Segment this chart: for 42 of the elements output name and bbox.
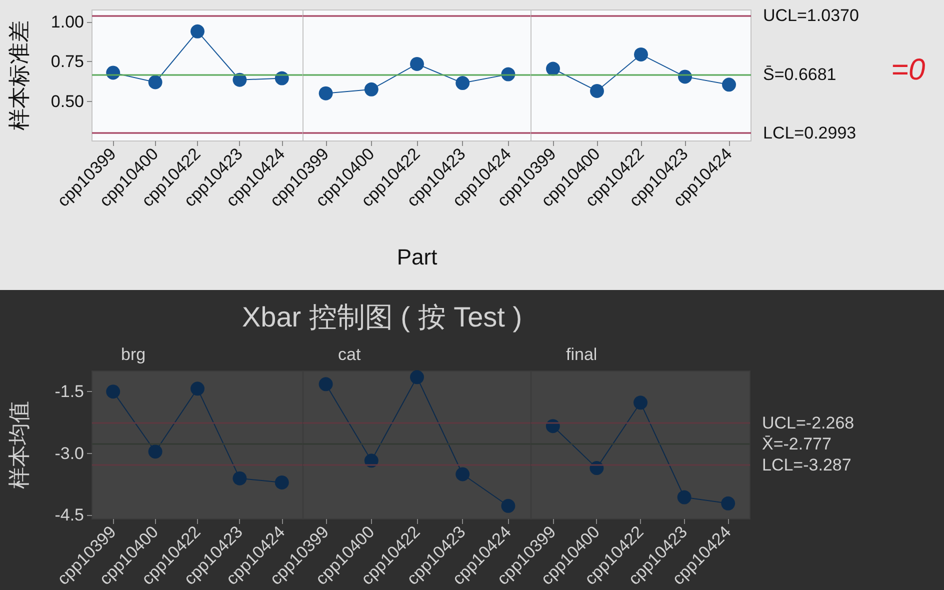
ref-line-label: X̄=-2.777 [762,434,832,454]
point [318,377,333,392]
point [148,444,162,459]
point [106,384,120,399]
y-tick-label: -4.5 [54,505,84,524]
text: =0 [891,54,926,86]
point [410,56,424,71]
chart-title: brg [121,345,146,364]
y-tick-label: 0.50 [50,92,84,111]
point [190,24,204,38]
point [456,76,470,90]
y-tick-label: -3.0 [54,444,84,463]
point [634,396,648,410]
point [364,82,378,96]
point [721,496,736,510]
point [232,471,247,486]
chart-title: cat [338,345,361,364]
point [410,370,424,384]
point [274,475,289,490]
x-axis-title: Part [396,244,438,270]
point [148,75,162,90]
text: Xbar 控制图 ( 按 Test ) [242,302,522,332]
y-axis-title: 样本标准差 [6,20,32,130]
ref-line-label: S̄=0.6681 [763,64,836,84]
y-tick-label: -1.5 [54,382,84,402]
point [501,498,516,513]
ref-line-label: UCL=1.0370 [763,6,859,26]
point [190,382,204,396]
point [546,62,560,76]
ref-line-label: UCL=-2.268 [762,414,854,433]
point [677,490,692,504]
point [318,86,333,100]
y-tick-label: 0.75 [50,52,84,72]
y-axis-title: 样本均值 [6,401,32,490]
ref-line-label: LCL=0.2993 [763,124,856,143]
ref-line-label: LCL=-3.287 [762,456,852,475]
point [722,78,736,92]
chart-title: final [566,345,598,364]
point [590,84,604,98]
point [456,467,470,482]
point [634,47,648,62]
y-tick-label: 1.00 [50,12,84,32]
